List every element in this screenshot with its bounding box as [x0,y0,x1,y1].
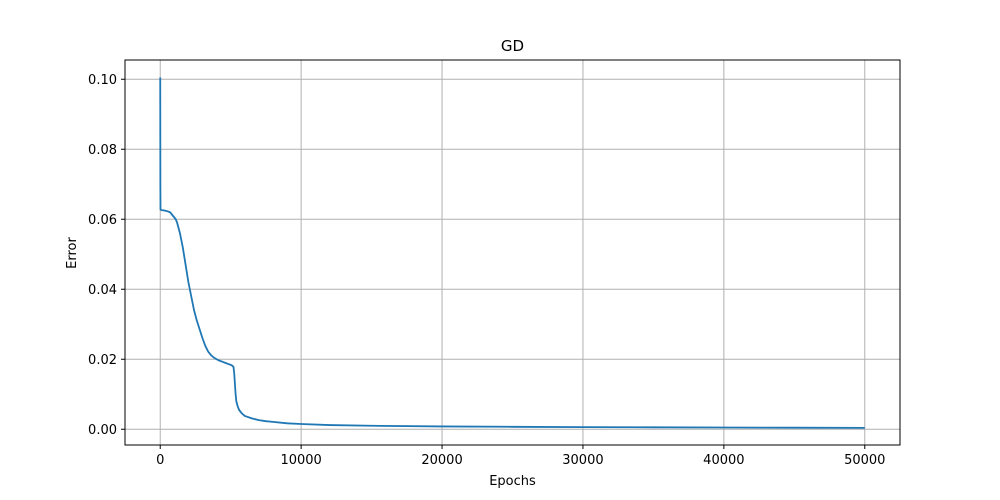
y-tick-label: 0.04 [88,283,117,298]
grid [125,60,900,445]
y-tick-label: 0.02 [88,353,117,368]
x-tick-label: 0 [156,453,164,468]
x-tick-label: 50000 [844,453,885,468]
chart-title: GD [501,37,524,55]
plot-frame [124,59,901,446]
x-tick-label: 20000 [421,453,462,468]
series-line [159,77,865,429]
y-axis-label: Error [65,237,80,269]
x-axis-label: Epochs [489,474,536,489]
x-tick-label: 30000 [562,453,603,468]
x-tick-label: 40000 [703,453,744,468]
series-layer [159,77,865,429]
y-tick-label: 0.06 [88,213,117,228]
y-tick-label: 0.00 [88,423,117,438]
y-tick-label: 0.10 [88,73,117,88]
y-tick-label: 0.08 [88,143,117,158]
ticks: 0 10000 20000 30000 40000 50000 0.00 0.02 0.04 0.… [88,73,885,468]
x-tick-label: 10000 [280,453,321,468]
